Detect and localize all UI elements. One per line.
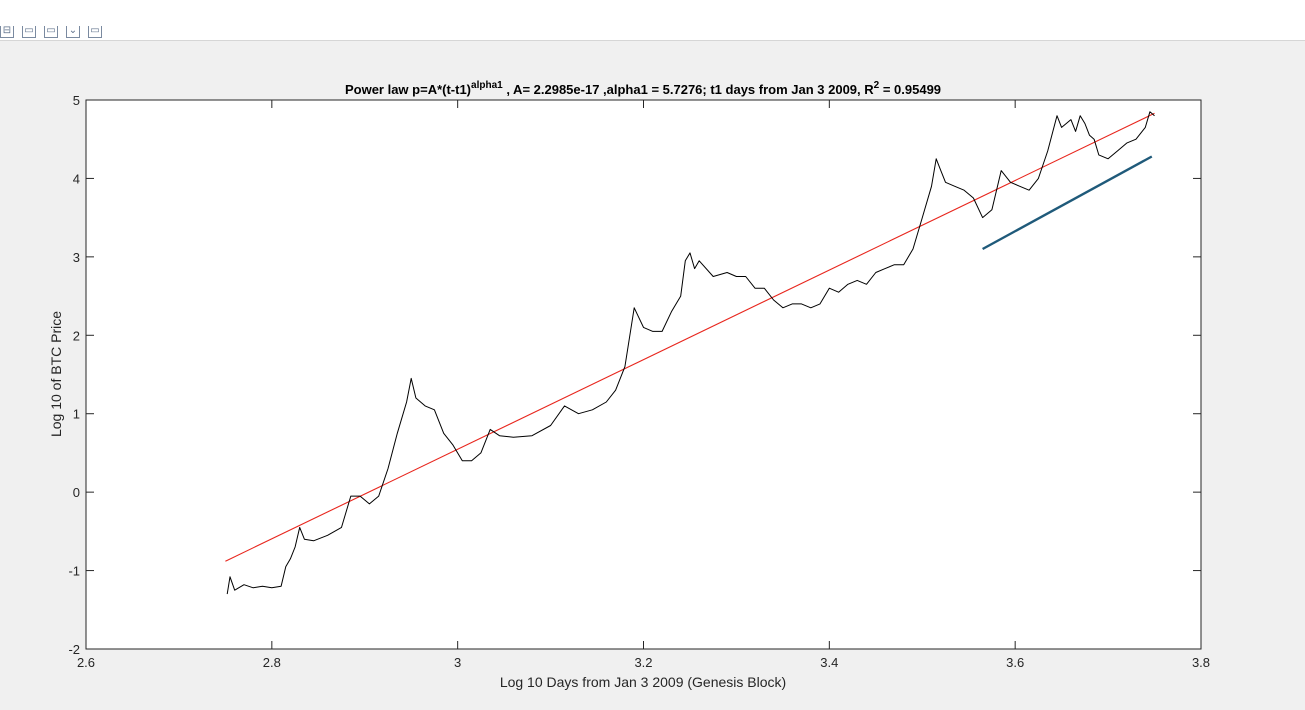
chart-title: Power law p=A*(t-t1)alpha1 , A= 2.2985e-… — [345, 80, 941, 97]
y-tick-label: 1 — [73, 407, 80, 422]
price-series — [226, 111, 1155, 595]
pan-icon[interactable]: ▭ — [22, 26, 36, 38]
title-alpha-superscript: alpha1 — [471, 80, 503, 91]
y-tick-label: 3 — [73, 250, 80, 265]
axis-ticks — [85, 99, 1202, 650]
title-suffix: = 0.95499 — [879, 82, 941, 97]
data-cursor-icon[interactable]: ⌄ — [66, 26, 80, 38]
title-prefix: Power law p=A*(t-t1) — [345, 82, 471, 97]
axes-background — [86, 100, 1201, 649]
plot-svg: 2.6 2.8 3 3.2 3.4 3.6 3.8 -2 -1 0 1 2 3 4 5 Power law … — [48, 80, 1210, 690]
rotate-icon[interactable]: ▭ — [44, 26, 58, 38]
axis-tick-labels: 2.6 2.8 3 3.2 3.4 3.6 3.8 -2 -1 0 1 2 3 4 5 — [68, 93, 1210, 670]
y-tick-label: 4 — [73, 171, 80, 186]
title-r-superscript: 2 — [874, 80, 880, 91]
x-tick-label: 3.2 — [634, 655, 652, 670]
fit-lines — [225, 112, 1155, 562]
x-tick-label: 2.8 — [263, 655, 281, 670]
figure-toolbar: ⊟ ▭ ▭ ⌄ ▭ — [0, 0, 1305, 41]
x-tick-label: 2.6 — [77, 655, 95, 670]
x-tick-label: 3 — [454, 655, 461, 670]
offset-trend-line — [982, 155, 1153, 251]
y-tick-label: -2 — [68, 642, 80, 657]
y-tick-label: -1 — [68, 564, 80, 579]
figure-canvas: 2.6 2.8 3 3.2 3.4 3.6 3.8 -2 -1 0 1 2 3 4 5 Power law … — [0, 41, 1305, 710]
x-axis-label: Log 10 Days from Jan 3 2009 (Genesis Blo… — [500, 674, 786, 690]
price-line — [226, 111, 1155, 595]
power-law-fit-line — [225, 112, 1155, 562]
title-middle: , A= 2.2985e-17 ,alpha1 = 5.7276; t1 day… — [503, 82, 875, 97]
brush-icon[interactable]: ▭ — [88, 26, 102, 38]
x-tick-label: 3.4 — [820, 655, 838, 670]
y-axis-label: Log 10 of BTC Price — [48, 311, 64, 437]
y-tick-label: 0 — [73, 485, 80, 500]
y-tick-label: 5 — [73, 93, 80, 108]
toolbar-icon-row: ⊟ ▭ ▭ ⌄ ▭ — [0, 26, 102, 38]
y-tick-label: 2 — [73, 328, 80, 343]
x-tick-label: 3.8 — [1192, 655, 1210, 670]
x-tick-label: 3.6 — [1006, 655, 1024, 670]
zoom-icon[interactable]: ⊟ — [0, 26, 14, 38]
